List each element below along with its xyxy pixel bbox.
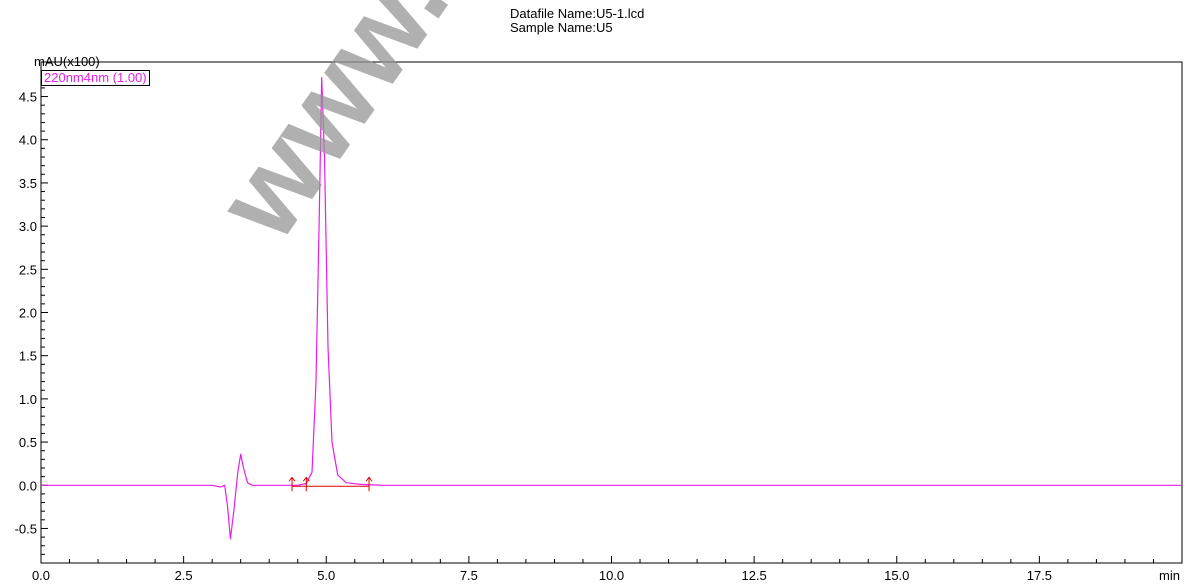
x-tick-label: 0.0 xyxy=(32,568,50,583)
x-tick-label: 5.0 xyxy=(317,568,335,583)
integration-marker-arrow xyxy=(368,476,373,482)
legend-entry: 220nm4nm (1.00) xyxy=(41,70,150,86)
y-tick-label: 2.5 xyxy=(19,262,37,277)
integration-marker-arrow xyxy=(288,476,293,482)
y-tick-label: 0.5 xyxy=(19,435,37,450)
x-tick-label: 7.5 xyxy=(460,568,478,583)
integration-marker-arrow xyxy=(305,476,310,482)
integration-marker-arrow xyxy=(302,476,307,482)
plot-frame xyxy=(40,61,1183,564)
x-tick-label: 17.5 xyxy=(1027,568,1052,583)
integration-marker-arrow xyxy=(291,476,296,482)
datafile-name: Datafile Name:U5-1.lcd xyxy=(510,6,645,21)
x-tick-label: 10.0 xyxy=(599,568,624,583)
y-tick-label: 0.0 xyxy=(19,478,37,493)
y-tick-label: 3.0 xyxy=(19,219,37,234)
y-tick-label: 2.0 xyxy=(19,306,37,321)
y-tick-label: -0.5 xyxy=(15,521,37,536)
x-axis-label: min xyxy=(1159,568,1180,583)
y-tick-label: 4.5 xyxy=(19,90,37,105)
y-axis-unit-label: mAU(x100) xyxy=(34,54,100,69)
chromatogram-trace xyxy=(41,76,1182,540)
x-tick-label: 15.0 xyxy=(884,568,909,583)
y-tick-label: 3.5 xyxy=(19,176,37,191)
sample-name: Sample Name:U5 xyxy=(510,20,613,35)
integration-marker-arrow xyxy=(365,476,370,482)
y-tick-label: 1.5 xyxy=(19,349,37,364)
y-tick-label: 4.0 xyxy=(19,133,37,148)
x-tick-label: 2.5 xyxy=(175,568,193,583)
x-tick-label: 12.5 xyxy=(741,568,766,583)
y-tick-label: 1.0 xyxy=(19,392,37,407)
